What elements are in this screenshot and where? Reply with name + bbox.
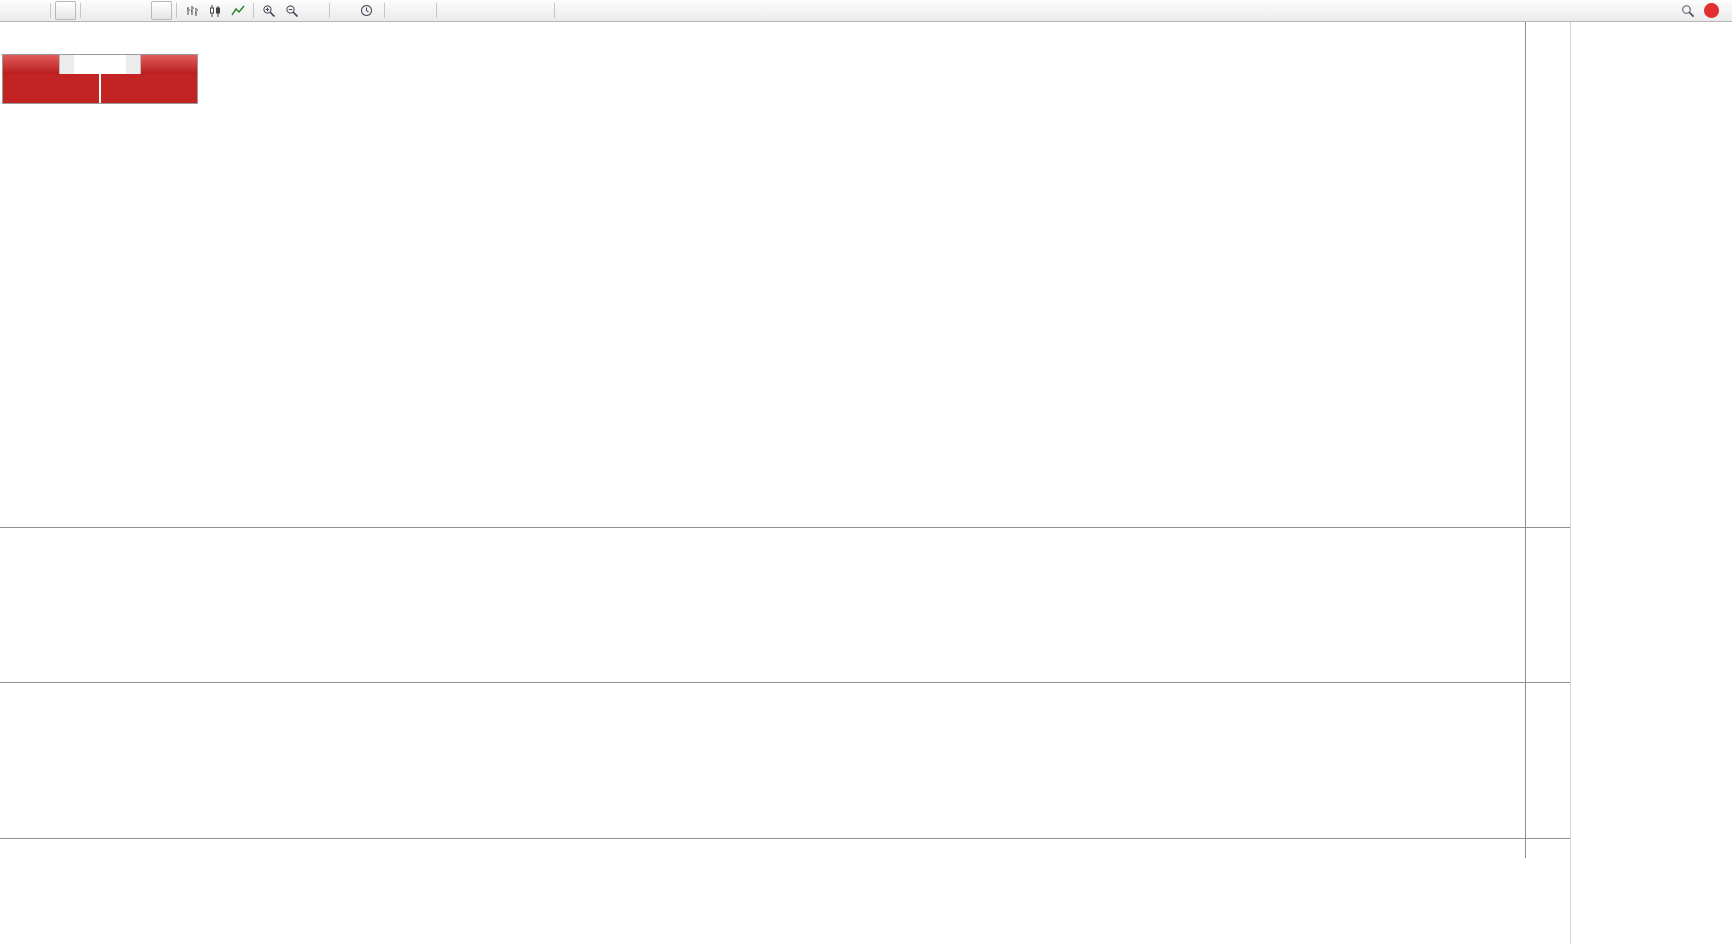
volume-decrease-button[interactable] <box>60 55 74 74</box>
bar-chart-icon <box>187 5 198 16</box>
toolbar-separator <box>436 3 437 18</box>
toolbar-separator <box>176 3 177 18</box>
toolbar-separator <box>554 3 555 18</box>
crosshair-tool-button[interactable] <box>411 1 432 20</box>
toolbar-separator <box>80 3 81 18</box>
zoom-in-icon <box>263 4 276 17</box>
buy-price[interactable] <box>101 74 197 103</box>
notification-badge[interactable] <box>1704 3 1719 18</box>
toolbar-right-group <box>1677 1 1729 20</box>
fibonacci-tool-button[interactable] <box>529 1 550 20</box>
candlestick-icon <box>210 4 220 17</box>
zoom-in-button[interactable] <box>258 1 280 20</box>
metaeditor-button[interactable] <box>85 1 106 20</box>
volume-control <box>59 55 141 74</box>
chart-canvas[interactable] <box>0 0 1570 944</box>
line-chart-type-button[interactable] <box>227 1 249 20</box>
autotrade-button[interactable] <box>151 1 172 20</box>
search-button[interactable] <box>1677 1 1699 20</box>
toolbar-separator <box>384 3 385 18</box>
zoom-out-icon <box>286 4 299 17</box>
clock-icon <box>361 5 372 16</box>
rsi-pane-separator[interactable] <box>0 682 1570 683</box>
periods-button[interactable] <box>356 1 380 20</box>
shapes-tool-button[interactable] <box>603 1 624 20</box>
macd-pane-separator[interactable] <box>0 527 1570 528</box>
toolbar-separator <box>253 3 254 18</box>
search-icon <box>1682 4 1695 17</box>
chart-window <box>0 0 1570 944</box>
trendline-tool-button[interactable] <box>485 1 506 20</box>
text-label-tool-button[interactable] <box>581 1 602 20</box>
vertical-line-tool-button[interactable] <box>441 1 462 20</box>
main-toolbar <box>0 0 1732 22</box>
date-axis-separator <box>0 838 1570 839</box>
indicators-button[interactable] <box>334 1 355 20</box>
horizontal-line-tool-button[interactable] <box>463 1 484 20</box>
zoom-out-button[interactable] <box>281 1 303 20</box>
sell-price[interactable] <box>3 74 99 103</box>
buy-button[interactable] <box>141 55 197 74</box>
line-chart-icon <box>231 5 245 15</box>
one-click-trading-panel <box>2 54 198 104</box>
volume-input[interactable] <box>74 55 126 74</box>
new-chart-button[interactable] <box>3 1 24 20</box>
price-scale-separator[interactable] <box>1525 22 1526 858</box>
tile-windows-button[interactable] <box>304 1 325 20</box>
bar-chart-type-button[interactable] <box>181 1 203 20</box>
cursor-tool-button[interactable] <box>389 1 410 20</box>
volume-increase-button[interactable] <box>126 55 140 74</box>
toolbar-separator <box>50 3 51 18</box>
right-empty-panel <box>1570 22 1732 944</box>
candle-chart-type-button[interactable] <box>204 1 226 20</box>
profiles-button[interactable] <box>25 1 46 20</box>
toolbar-separator <box>329 3 330 18</box>
navigator-button[interactable] <box>129 1 150 20</box>
sell-button[interactable] <box>3 55 59 74</box>
new-order-button[interactable] <box>55 1 76 20</box>
market-watch-button[interactable] <box>107 1 128 20</box>
channel-tool-button[interactable] <box>507 1 528 20</box>
text-tool-button[interactable] <box>559 1 580 20</box>
